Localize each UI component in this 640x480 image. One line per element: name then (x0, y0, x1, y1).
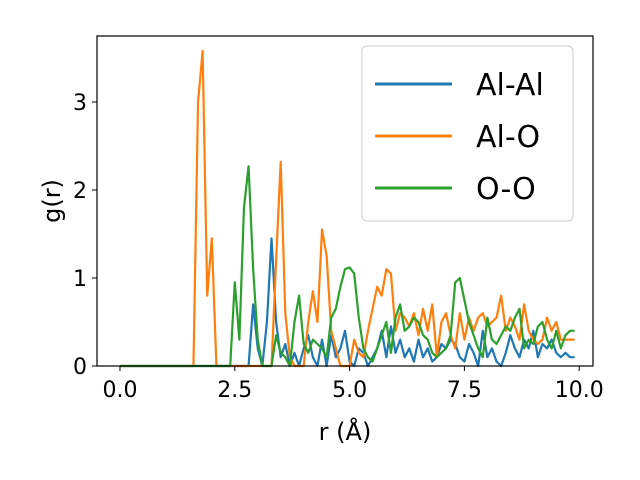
y-axis-label: g(r) (38, 179, 66, 223)
x-axis-ticks: 0.0 2.5 5.0 7.5 10.0 (102, 366, 604, 403)
x-tick-label: 2.5 (217, 378, 252, 403)
plot-frame (96, 35, 594, 367)
x-tick-label: 0.0 (102, 378, 137, 403)
x-tick-label: 7.5 (447, 378, 482, 403)
series-line-al-al (119, 237, 575, 368)
x-tick-label: 5.0 (332, 378, 367, 403)
legend-label-o-o: O-O (476, 172, 536, 207)
y-tick-label: 2 (73, 179, 87, 204)
legend: Al-Al Al-O O-O (361, 45, 574, 222)
y-tick-label: 1 (73, 267, 87, 292)
legend-box (361, 45, 574, 222)
y-tick-label: 0 (73, 355, 87, 380)
legend-label-al-o: Al-O (476, 120, 540, 155)
y-axis-ticks: 0 1 2 3 (73, 91, 97, 380)
legend-label-al-al: Al-Al (476, 68, 544, 103)
x-tick-label: 10.0 (555, 378, 604, 403)
series-line-o-o (119, 165, 575, 368)
y-tick-label: 3 (73, 91, 87, 116)
x-axis-label: r (Å) (319, 417, 372, 446)
